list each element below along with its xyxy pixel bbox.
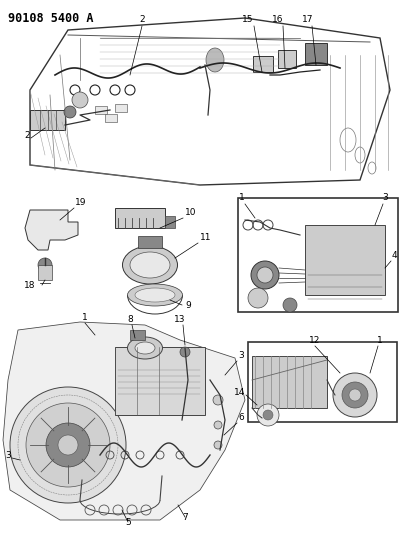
Text: 15: 15 <box>242 15 254 24</box>
Circle shape <box>64 106 76 118</box>
Circle shape <box>342 382 368 408</box>
Circle shape <box>349 389 361 401</box>
Ellipse shape <box>135 342 155 354</box>
Circle shape <box>251 261 279 289</box>
Circle shape <box>72 92 88 108</box>
Bar <box>305 43 327 65</box>
Circle shape <box>257 404 279 426</box>
Circle shape <box>58 435 78 455</box>
Ellipse shape <box>206 48 224 72</box>
Text: 9: 9 <box>185 301 191 310</box>
Circle shape <box>333 373 377 417</box>
Text: 4: 4 <box>392 251 398 260</box>
Ellipse shape <box>127 337 162 359</box>
Bar <box>238 198 398 312</box>
Text: 7: 7 <box>182 513 188 522</box>
Circle shape <box>214 441 222 449</box>
Bar <box>115 208 165 228</box>
Circle shape <box>46 423 90 467</box>
Polygon shape <box>3 322 245 520</box>
Circle shape <box>257 267 273 283</box>
Bar <box>252 356 327 408</box>
Text: 1: 1 <box>377 336 383 345</box>
Bar <box>115 104 127 112</box>
Bar <box>253 56 273 72</box>
Ellipse shape <box>135 288 175 302</box>
Text: 90108 5400 A: 90108 5400 A <box>8 12 93 25</box>
Bar <box>38 265 52 280</box>
Circle shape <box>263 410 273 420</box>
Polygon shape <box>25 210 78 250</box>
Circle shape <box>213 395 223 405</box>
Circle shape <box>283 298 297 312</box>
Circle shape <box>26 403 110 487</box>
Text: 17: 17 <box>302 15 314 24</box>
Circle shape <box>248 288 268 308</box>
Text: 13: 13 <box>174 315 186 324</box>
Text: 8: 8 <box>127 315 133 324</box>
Bar <box>115 347 205 415</box>
Bar <box>278 50 296 68</box>
Bar <box>248 342 397 422</box>
Circle shape <box>10 387 126 503</box>
Text: 5: 5 <box>125 518 131 527</box>
Ellipse shape <box>130 252 170 278</box>
Text: 2: 2 <box>139 15 145 24</box>
Bar <box>165 216 175 228</box>
Text: 1: 1 <box>82 313 88 322</box>
Text: 3: 3 <box>382 193 388 202</box>
Bar <box>30 110 65 130</box>
Text: 3: 3 <box>238 351 244 360</box>
Circle shape <box>180 347 190 357</box>
Text: 10: 10 <box>185 208 197 217</box>
Text: 12: 12 <box>309 336 321 345</box>
Bar <box>105 114 117 122</box>
Text: 6: 6 <box>238 413 244 422</box>
Ellipse shape <box>127 284 182 306</box>
Bar <box>138 236 162 248</box>
Text: 18: 18 <box>24 281 36 290</box>
Text: 19: 19 <box>75 198 86 207</box>
Text: 1: 1 <box>239 193 245 202</box>
Bar <box>305 225 385 295</box>
Text: 14: 14 <box>234 388 245 397</box>
Text: 2: 2 <box>24 131 30 140</box>
Circle shape <box>214 421 222 429</box>
Text: 11: 11 <box>200 233 211 242</box>
Circle shape <box>38 258 52 272</box>
Bar <box>130 330 145 340</box>
Text: 3: 3 <box>5 451 11 460</box>
Ellipse shape <box>122 246 177 284</box>
Bar <box>95 106 107 114</box>
Text: 16: 16 <box>272 15 284 24</box>
